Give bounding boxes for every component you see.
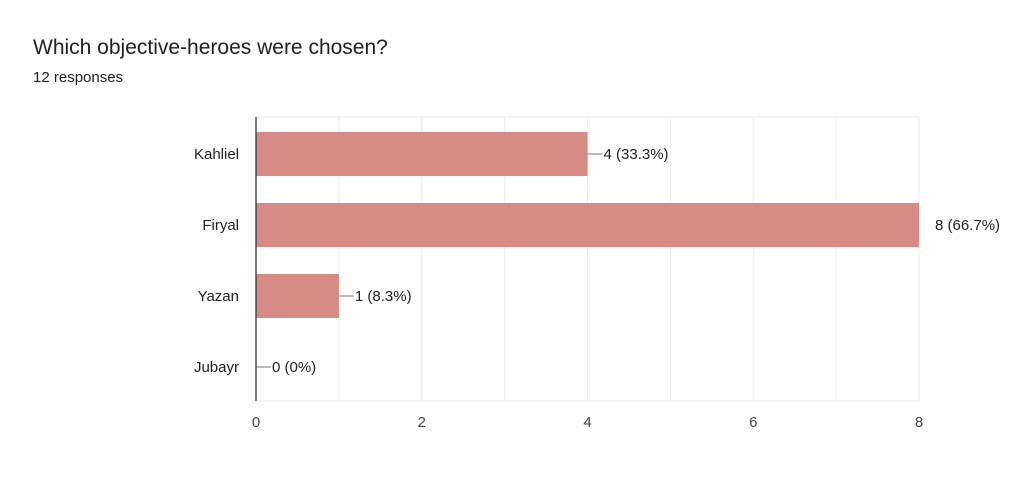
bar [256,203,919,247]
x-tick-label: 4 [583,414,591,431]
x-tick-label: 6 [749,414,757,431]
category-label: Yazan [198,288,239,305]
category-label: Jubayr [194,359,239,376]
bar [256,132,588,176]
chart-title: Which objective-heroes were chosen? [33,36,388,59]
x-tick-label: 2 [418,414,426,431]
data-label: 8 (66.7%) [935,217,1000,234]
x-tick-label: 8 [915,414,923,431]
data-label: 4 (33.3%) [604,146,669,163]
data-label: 1 (8.3%) [355,288,412,305]
x-tick-label: 0 [252,414,260,431]
category-label: Firyal [202,217,239,234]
bar [256,274,339,318]
category-label: Kahliel [194,146,239,163]
data-label: 0 (0%) [272,359,316,376]
response-count: 12 responses [33,69,124,86]
